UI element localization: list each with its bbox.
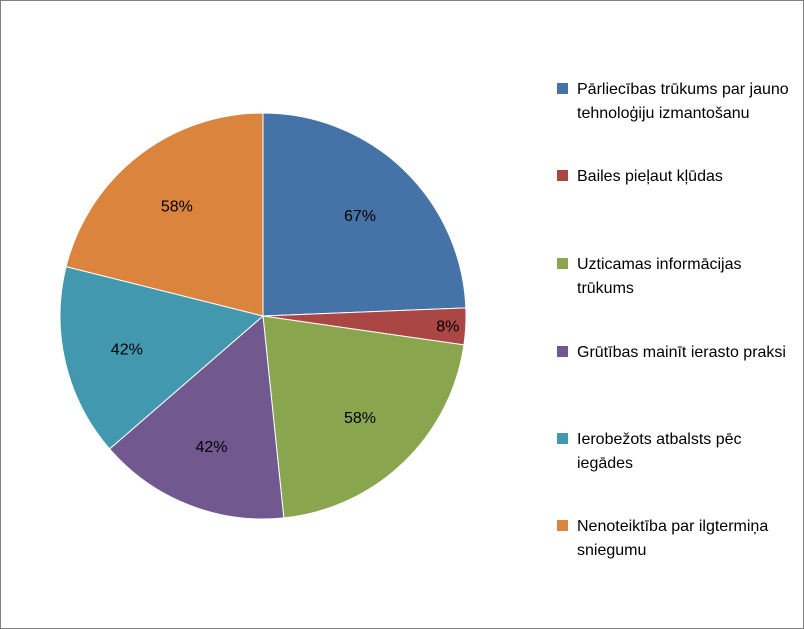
legend-label: Uzticamas informācijas trūkums: [577, 256, 742, 297]
pie-slice-0: [262, 112, 467, 317]
pie-slice-4: [59, 266, 265, 450]
legend-label: Bailes pieļaut kļūdas: [577, 168, 723, 185]
legend-label: Grūtības mainīt ierasto praksi: [577, 344, 786, 361]
pie-slice-5: [65, 112, 264, 317]
legend-swatch: [557, 346, 568, 357]
legend-swatch: [557, 258, 568, 269]
legend-label: Ierobežots atbalsts pēc iegādes: [577, 431, 742, 472]
legend-swatch: [557, 433, 568, 444]
legend-label: Nenoteiktība par ilgtermiņa sniegumu: [577, 518, 769, 559]
data-label-1: 8%: [436, 319, 459, 336]
legend-swatch: [557, 520, 568, 531]
pie-slice-2: [262, 315, 465, 519]
data-label-5: 58%: [161, 199, 193, 216]
data-label-0: 67%: [344, 208, 376, 225]
data-label-4: 42%: [111, 341, 143, 358]
pie-slice-3: [108, 314, 285, 520]
legend-swatch: [557, 170, 568, 181]
legend-swatch: [557, 83, 568, 94]
data-label-2: 58%: [344, 410, 376, 427]
data-label-3: 42%: [195, 439, 227, 456]
legend-label: Pārliecības trūkums par jauno tehnoloģij…: [577, 81, 789, 122]
